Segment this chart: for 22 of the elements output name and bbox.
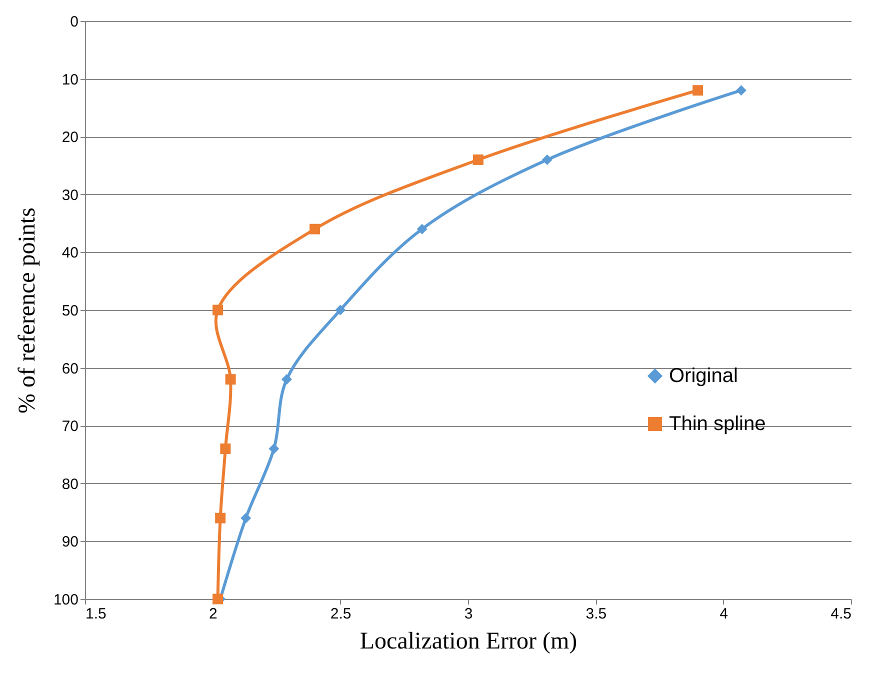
y-tick-label: 30 xyxy=(62,186,78,204)
y-tick-label: 100 xyxy=(53,592,78,608)
x-tick-label: 1.5 xyxy=(86,606,106,622)
y-tick-label: 80 xyxy=(62,476,78,493)
y-tick-label: 90 xyxy=(62,534,78,551)
x-tick-label: 4 xyxy=(720,606,728,622)
y-tick-label: 20 xyxy=(62,129,78,146)
y-tick-label: 10 xyxy=(62,71,78,88)
x-tick-label: 3 xyxy=(464,606,473,622)
legend-label: Original xyxy=(669,365,738,387)
y-tick-label: 70 xyxy=(62,418,78,436)
x-tick-label: 2.5 xyxy=(330,606,352,622)
y-tick-label: 50 xyxy=(62,302,78,320)
x-tick-label: 4.5 xyxy=(830,606,852,622)
y-tick-label: 40 xyxy=(62,244,78,262)
y-tick-label: 0 xyxy=(70,14,78,30)
x-tick-label: 3.5 xyxy=(586,606,607,622)
x-axis-title: Localization Error (m) xyxy=(360,628,578,654)
x-tick-label: 2 xyxy=(208,606,218,622)
y-tick-label: 60 xyxy=(62,360,78,378)
legend-label: Thin spline xyxy=(669,413,766,435)
y-axis-title: % of reference points xyxy=(14,208,40,414)
